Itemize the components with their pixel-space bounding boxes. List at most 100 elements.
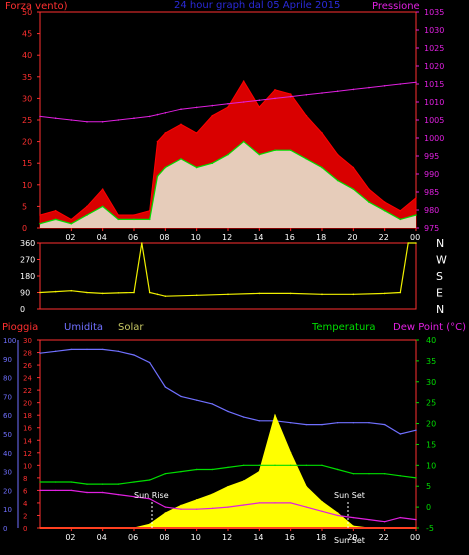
panel2-direction-point [164,295,167,297]
panel3-series-1-point [336,512,339,514]
panel3-temp-tick-label: 20 [426,420,436,429]
panel1-series-2-point [242,101,245,103]
panel1-series-1-point [321,166,323,169]
panel1-series-2-point [86,121,88,123]
panel3-series-3-point [415,518,417,521]
panel1-series-2-point [156,113,159,116]
panel3-series-3-point [336,514,339,517]
panel3-series-2-point [164,472,167,475]
panel3-series-0-point [86,348,88,351]
panel3-series-0-point [227,410,229,413]
panel3-temp-tick-label: 35 [426,357,436,366]
panel3-series-4-point [415,527,417,529]
panel3-series-3-point [258,502,261,504]
panel1-series-2-point [180,108,182,110]
panel3-x-tick-label: 18 [316,533,326,542]
panel3-series-4-point [274,527,276,529]
panel3-humidity-tick-label: 80 [3,375,12,383]
panel3-series-4-point [242,527,245,529]
panel1-series-2-line [39,81,417,123]
panel1-series-1-point [70,222,73,225]
panel2-y-tick-label: 360 [20,239,35,248]
panel1-series-1-point [289,149,292,152]
panel3-series-3-point [70,489,73,492]
panel1-right-label: Pressione [372,1,420,12]
panel2-series [39,242,417,297]
panel1-y-left-tick-label: 0 [22,224,27,233]
panel1-series-1-point [305,158,308,160]
panel1-series-2-point [305,94,308,96]
panel3-series-2-point [368,472,370,475]
panel1-series-0-point [352,166,355,169]
panel3-series-4-point [289,527,292,529]
panel3-series-1-point [242,480,245,482]
panel3-series-1-point [274,414,276,416]
panel3-series-0-line [39,348,417,435]
panel3-series-4-point [227,527,229,529]
panel3-humidity-tick-label: 40 [3,450,12,458]
panel3-series-3-point [117,493,120,496]
panel3-series-2-point [39,481,41,483]
panel2-direction-line [39,242,416,297]
panel1-series-2-point [54,117,57,119]
panel1-series-2-point [336,90,339,92]
panel3-series-1-point [180,504,182,507]
panel3-rain-tick-label: 10 [23,462,32,470]
panel1-series-1-point [258,153,261,156]
panel1-series-1-point [117,218,120,221]
panel3-series-3-point [54,489,57,492]
panel1-series-0-point [180,123,182,126]
panel3-series-2-point [305,464,308,467]
panel3-series-0-point [258,420,261,422]
panel1-series-0-point [305,114,308,117]
panel3-temp-tick-label: 30 [426,378,436,387]
panel3-rain-tick-label: 28 [23,350,32,358]
panel1-series-0-point [70,218,73,221]
panel3-x-tick-label: 04 [97,533,107,542]
panel1-series-1-point [54,218,57,221]
panel3-rain-tick-label: 30 [23,337,32,345]
panel1-series-0-point [227,106,229,108]
panel1-y-left-tick-label: 25 [22,116,32,125]
panel3-solar-label: Solar [118,322,144,333]
panel3-series-4-point [336,527,339,529]
panel3-series-2-point [101,483,104,485]
panel3-series-4-point [117,527,120,529]
panel3-series-0-point [133,354,135,356]
panel1-series-0-point [117,214,120,216]
panel3-series-0-point [352,422,355,424]
panel1-series-2-point [383,85,386,87]
panel2-direction-point [289,292,292,295]
panel3-series-0-point [164,386,167,388]
panel3-series-4-point [164,527,167,529]
panel3-humidity-tick-label: 90 [3,356,12,364]
panel1-series-2-point [133,117,135,119]
panel1-x-tick-label: 20 [347,233,357,242]
panel1-y-left-tick-label: 5 [22,202,27,211]
panel1-series-1-point [101,205,104,208]
panel2-y-tick-label: 180 [20,272,35,281]
panel3-series-2-point [352,472,355,475]
panel2-y-tick-label: 0 [20,305,25,314]
panel3-x-tick-label: 16 [285,533,295,542]
panel3-series-4-point [54,527,57,529]
panel1-y-left-tick-label: 50 [22,8,32,17]
panel1-series-1-point [274,149,276,152]
panel1-series-1-point [352,188,355,190]
panel3-x-tick-label: 14 [253,533,263,542]
panel1-y-left-tick-label: 15 [22,159,32,168]
panel1-series-2-point [148,115,151,118]
panel1-series-0-point [156,140,159,143]
panel1-series-2-point [211,104,214,107]
panel3-series-1-point [211,493,214,495]
panel2-direction-point [156,293,159,296]
panel3-series-1-point [164,512,167,514]
panel1-left-label: Forza vento) [5,1,68,12]
panel3-rain-tick-label: 6 [23,487,28,495]
panel3-series-1-point [148,523,151,525]
panel1-series-0-point [164,132,167,134]
panel3-humidity-tick-label: 20 [3,487,12,495]
panel1-series-1-point [164,166,167,169]
panel1-series-2-point [352,88,355,91]
